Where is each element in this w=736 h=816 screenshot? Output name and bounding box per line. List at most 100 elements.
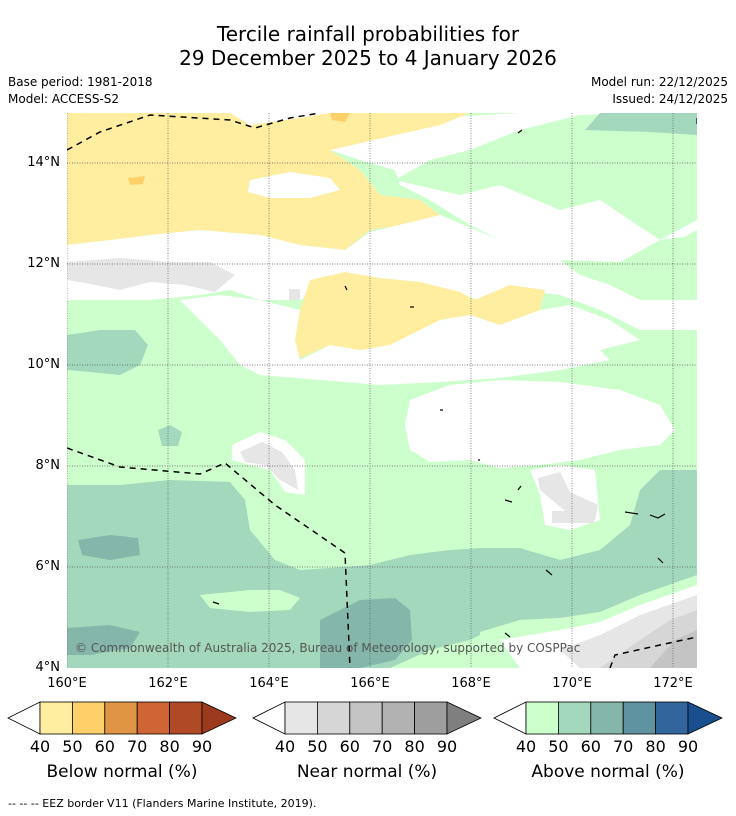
issued-date: Issued: 24/12/2025 [612, 92, 728, 106]
legend-above-high-arrow [687, 701, 723, 735]
lon-label: 172°E [653, 676, 693, 691]
lon-label: 164°E [249, 676, 289, 691]
eez-line [67, 447, 351, 668]
island [504, 499, 513, 503]
no-signal-region [67, 215, 697, 330]
legend-below [7, 701, 237, 735]
legend-near-bar [284, 701, 448, 735]
lat-label: 8°N [35, 458, 61, 473]
legend-below-swatch [104, 701, 138, 735]
eez-border [67, 113, 697, 668]
legend-above [493, 701, 723, 735]
island [657, 557, 664, 564]
legend-above-swatch [622, 701, 657, 735]
legend-near-swatch [414, 701, 448, 735]
legend-above-tick: 70 [613, 737, 634, 756]
lat-label: 10°N [27, 357, 60, 372]
lon-label: 160°E [47, 676, 87, 691]
legend-below-tick: 40 [29, 737, 51, 756]
title-line-1: Tercile rainfall probabilities for [216, 22, 520, 46]
legend-above-swatch [655, 701, 689, 735]
legend-above-title: Above normal (%) [531, 762, 685, 782]
legend-below-bar [39, 701, 203, 735]
island [649, 513, 666, 519]
legend-below-low-arrow [7, 701, 41, 735]
legend-near-swatch [349, 701, 383, 735]
legend-below-tick: 90 [191, 737, 213, 756]
island [624, 511, 639, 515]
above-40-region [560, 235, 697, 300]
map-plot-area [67, 113, 697, 668]
near-40-region [67, 258, 235, 292]
legend-near-tick: 90 [436, 737, 458, 756]
legend-below-swatch [136, 701, 170, 735]
lat-label: 4°N [35, 660, 61, 675]
legend-above-tick: 80 [645, 737, 666, 756]
legend-above-swatch [558, 701, 592, 735]
legend-above-tick: 90 [677, 737, 699, 756]
island [517, 485, 522, 491]
no-signal-region [248, 172, 340, 198]
legend-near-swatch [316, 701, 351, 735]
legend-below-tick: 80 [159, 737, 180, 756]
above-50-region [67, 330, 148, 375]
lon-label: 170°E [552, 676, 592, 691]
legend-above-low-arrow [493, 701, 527, 735]
island [212, 601, 220, 605]
eez-line [67, 113, 321, 151]
legend-below-swatch [39, 701, 73, 735]
lon-label: 168°E [451, 676, 491, 691]
lon-label: 162°E [148, 676, 188, 691]
near-40-region [538, 472, 598, 520]
above-40-region [395, 113, 697, 240]
no-signal-region [180, 295, 640, 385]
legend-below-swatch [169, 701, 203, 735]
legend-above-tick: 60 [580, 737, 601, 756]
legend-below-tick: 50 [62, 737, 83, 756]
island [517, 129, 523, 134]
copyright-notice: © Commonwealth of Australia 2025, Bureau… [75, 641, 581, 655]
legend-below-title: Below normal (%) [46, 762, 198, 782]
legend-above-tick: 40 [515, 737, 537, 756]
legend-below-high-arrow [201, 701, 237, 735]
legend-near-tick: 60 [339, 737, 360, 756]
legend-near-tick: 40 [274, 737, 296, 756]
legend-near-swatch [284, 701, 318, 735]
near-40-region [289, 289, 300, 300]
below-40-region [285, 272, 545, 358]
above-60-region [67, 625, 140, 655]
base-period: Base period: 1981-2018 [8, 75, 153, 89]
meta-right: Model run: 22/12/2025 Issued: 24/12/2025 [591, 74, 728, 108]
near-40-region [552, 511, 594, 523]
islands [212, 118, 697, 638]
lat-label: 14°N [27, 155, 60, 170]
near-60-region [650, 630, 697, 668]
island [504, 632, 511, 638]
lat-label: 6°N [35, 559, 61, 574]
above-50-region [158, 425, 182, 446]
above-40-region [600, 330, 697, 390]
no-signal-region [180, 113, 330, 125]
map-gridlines [67, 113, 697, 668]
above-60-region [320, 598, 412, 668]
above-40-region [200, 590, 300, 612]
legend-above-bar [525, 701, 689, 735]
island [545, 569, 553, 576]
legend-above-tick: 50 [548, 737, 569, 756]
legend-near-swatch [381, 701, 416, 735]
meta-left: Base period: 1981-2018 Model: ACCESS-S2 [8, 74, 153, 108]
legend-below-tick: 70 [127, 737, 148, 756]
legend-near-title: Near normal (%) [296, 762, 438, 782]
model-name: Model: ACCESS-S2 [8, 92, 120, 106]
above-60-region [78, 535, 140, 560]
legend-near-high-arrow [446, 701, 482, 735]
above-50-region [67, 470, 697, 668]
legend-below-tick: 60 [94, 737, 115, 756]
no-signal-region [405, 380, 675, 468]
legend-near-low-arrow [252, 701, 286, 735]
legend-above-swatch [525, 701, 559, 735]
eez-footnote: -- -- -- EEZ border V11 (Flanders Marine… [8, 797, 317, 810]
map-title: Tercile rainfall probabilities for 29 De… [0, 22, 736, 70]
legend-above-swatch [590, 701, 624, 735]
